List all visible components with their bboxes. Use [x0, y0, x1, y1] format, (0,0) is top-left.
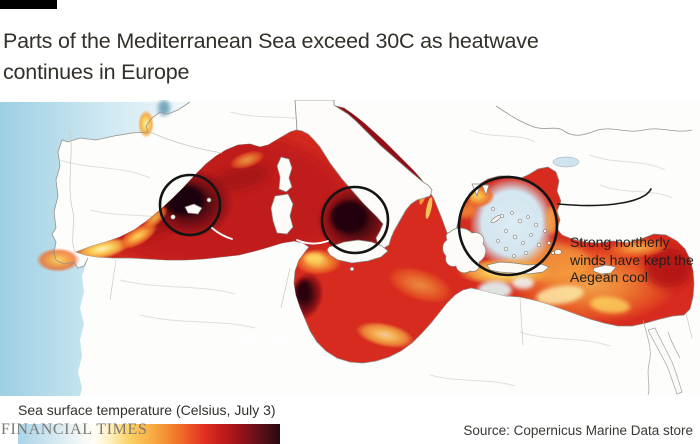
range-connector-left: [211, 227, 233, 240]
nile-river: [642, 319, 651, 396]
atlantic-ocean: [0, 102, 190, 396]
balearic-highlight-circle: [158, 173, 222, 237]
ft-brand: FINANCIAL TIMES: [1, 421, 148, 438]
italy-landmass: [294, 100, 433, 249]
sardinia-island: [270, 193, 294, 235]
legend-title: Sea surface temperature (Celsius, July 3…: [18, 402, 276, 418]
menorca-island: [206, 197, 212, 203]
page-title: Parts of the Mediterranean Sea exceed 30…: [3, 29, 539, 85]
aegean-annotation: Strong northerly winds have kept the Aeg…: [570, 234, 694, 285]
map-canvas: [0, 100, 700, 396]
tyrrhenian-highlight-circle: [320, 185, 390, 255]
red-sea: [647, 327, 683, 395]
aegean-highlight-circle: [457, 175, 559, 277]
rhodes-island: [554, 249, 562, 255]
ibiza-island: [170, 214, 176, 220]
legend-gradient-bar: [18, 424, 280, 444]
crete-island: [486, 261, 550, 275]
corsica-island: [276, 156, 293, 193]
legend: Sea surface temperature (Celsius, July 3…: [18, 402, 280, 444]
sicily-island: [326, 239, 389, 264]
source-credit: Source: Copernicus Marine Data store: [463, 423, 693, 438]
aegean-note-connector: [557, 188, 652, 207]
atlantic-coastline: [51, 101, 191, 269]
mediterranean-sst-map: 28C-30C Strong northerly winds have kept…: [0, 100, 700, 444]
black-sea-coastline: [495, 105, 693, 136]
temperature-range-label: 28C-30C: [235, 332, 295, 348]
mallorca-island: [184, 203, 203, 215]
terrain-texture: [59, 111, 673, 387]
range-connector-right: [296, 239, 329, 245]
marmara-sea: [552, 156, 580, 168]
cyprus-island: [592, 264, 617, 275]
aegean-islands: [490, 207, 562, 258]
country-borders: [69, 129, 693, 346]
biscay-warm-patch: [138, 110, 154, 138]
ft-accent-bar: [0, 0, 57, 9]
aqaba-gulf: [667, 331, 681, 359]
malta-island: [349, 266, 355, 272]
cadiz-warm-patch: [36, 248, 80, 272]
